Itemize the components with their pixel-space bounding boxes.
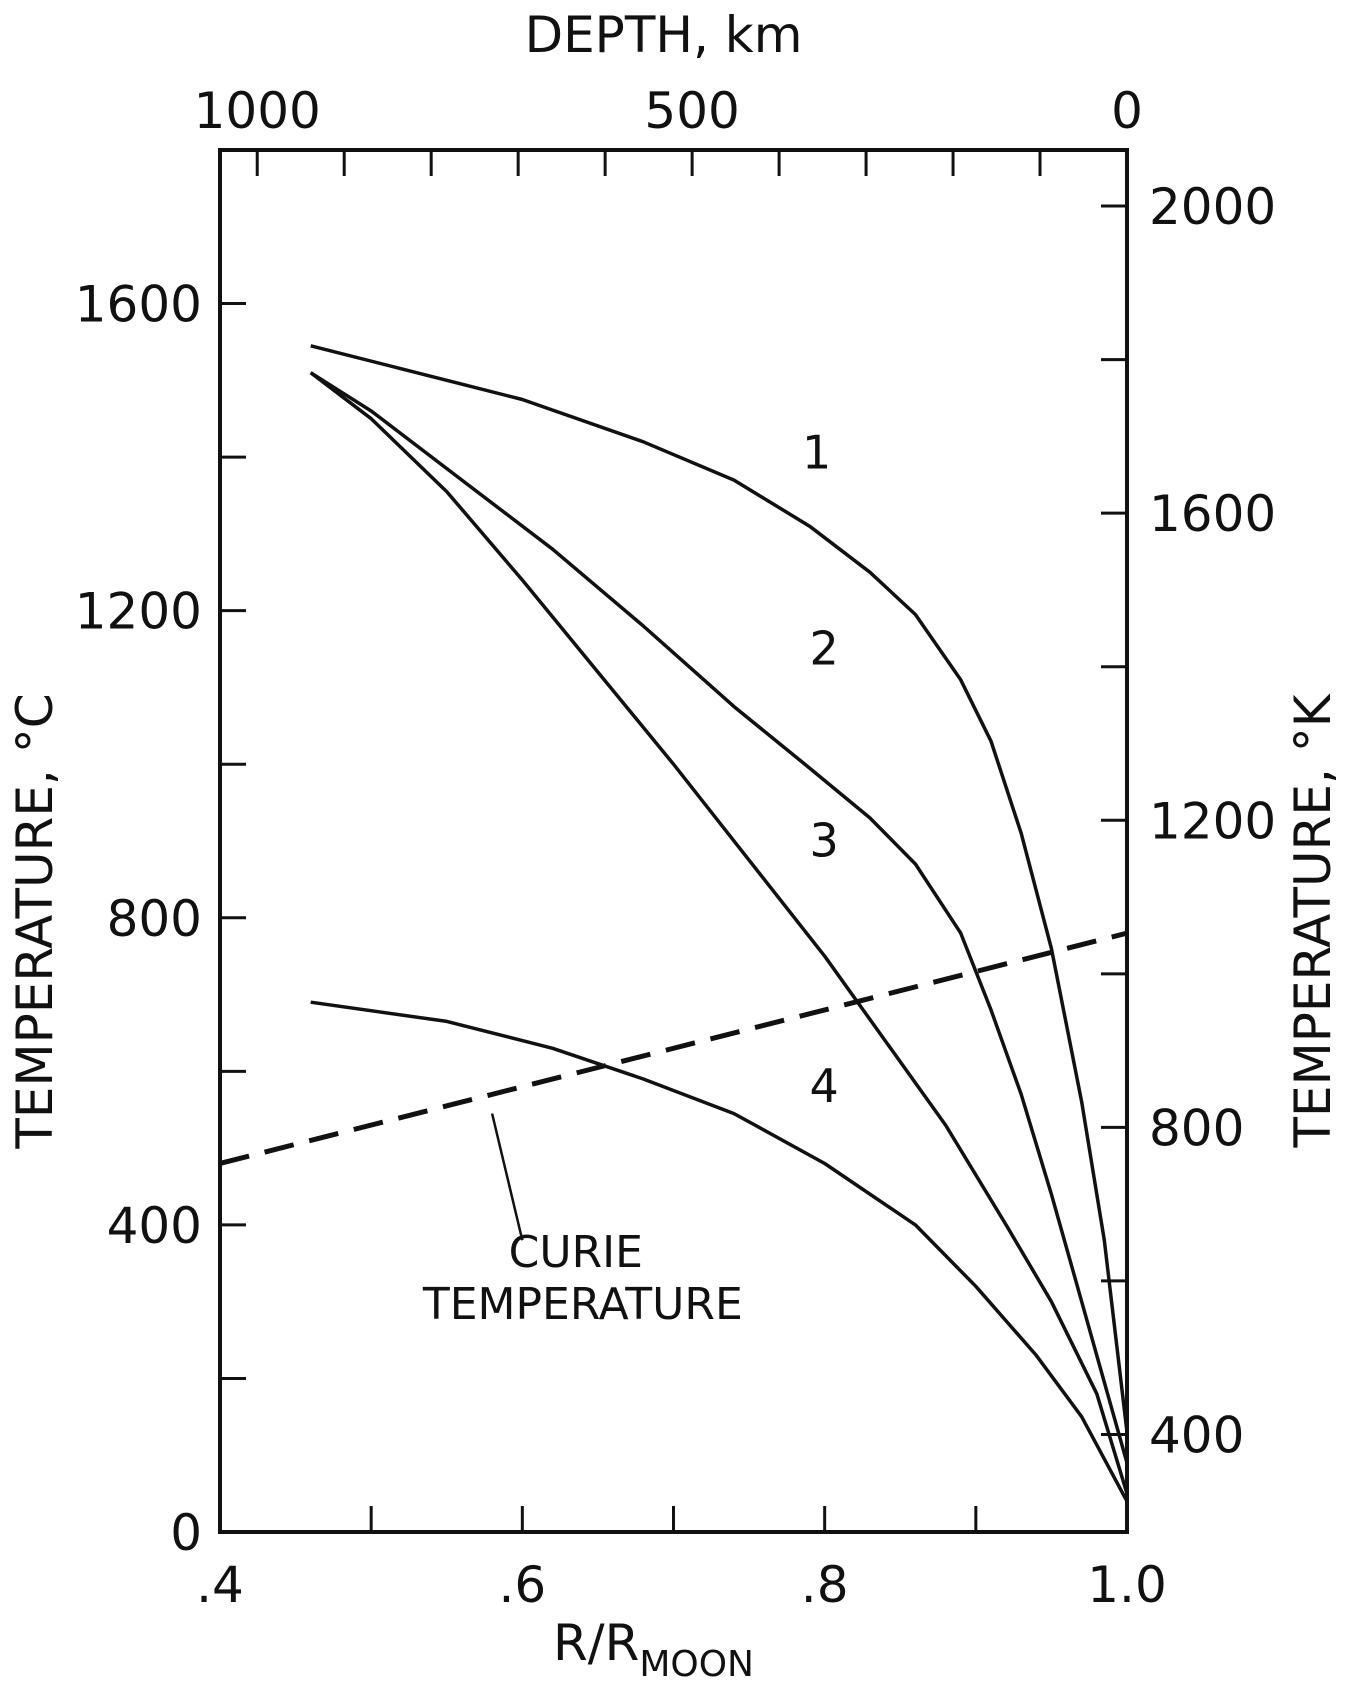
curie-temperature-line (219, 930, 1128, 1166)
left-y-tick-label: 1600 (75, 276, 202, 334)
annotation-pointer (490, 1113, 524, 1241)
left-y-tick-label: 0 (170, 1504, 202, 1562)
x-tick-label: 1.0 (1087, 1556, 1167, 1614)
left-y-tick-label: 800 (107, 890, 202, 948)
annotation-line-2: TEMPERATURE (422, 1279, 743, 1330)
curves: 1 2 3 4 (219, 344, 1129, 1503)
right-y-tick-label: 400 (1149, 1406, 1244, 1464)
x-axis-title-main: R/R (553, 1614, 639, 1672)
curve-4 (310, 1000, 1129, 1503)
top-tick-label: 0 (1111, 82, 1143, 140)
tick-labels: .4.6.8 1.00400800120016004008001200160020… (75, 82, 1277, 1614)
plot-frame (218, 148, 1129, 1534)
right-y-tick-label: 2000 (1149, 178, 1276, 236)
right-y-tick-label: 800 (1149, 1099, 1244, 1157)
curve-1 (310, 344, 1129, 1433)
top-tick-label: 1000 (194, 82, 321, 140)
axis-ticks (218, 150, 1129, 1534)
x-axis-title: R/RMOON (553, 1614, 754, 1685)
right-y-tick-label: 1600 (1149, 485, 1276, 543)
curve-label-4: 4 (810, 1059, 839, 1113)
top-tick-label: 500 (644, 82, 739, 140)
top-axis-title: DEPTH, km (525, 6, 803, 64)
x-axis-title-subscript: MOON (639, 1644, 754, 1685)
annotation-line-1: CURIE (509, 1227, 643, 1278)
left-axis-title: TEMPERATURE, °C (6, 693, 64, 1149)
curve-3 (309, 371, 1129, 1495)
curve-2 (309, 371, 1129, 1464)
left-y-tick-label: 400 (107, 1197, 202, 1255)
curve-label-1: 1 (802, 426, 831, 480)
x-tick-label: .8 (801, 1556, 849, 1614)
right-axis-title: TEMPERATURE, °K (1284, 693, 1342, 1148)
curie-temperature-annotation: CURIE TEMPERATURE (422, 1227, 743, 1330)
curve-label-2: 2 (810, 621, 839, 675)
left-y-tick-label: 1200 (75, 583, 202, 641)
curve-label-3: 3 (810, 813, 839, 867)
x-tick-label: .4 (196, 1556, 244, 1614)
right-y-tick-label: 1200 (1149, 792, 1276, 850)
x-tick-label: .6 (498, 1556, 546, 1614)
